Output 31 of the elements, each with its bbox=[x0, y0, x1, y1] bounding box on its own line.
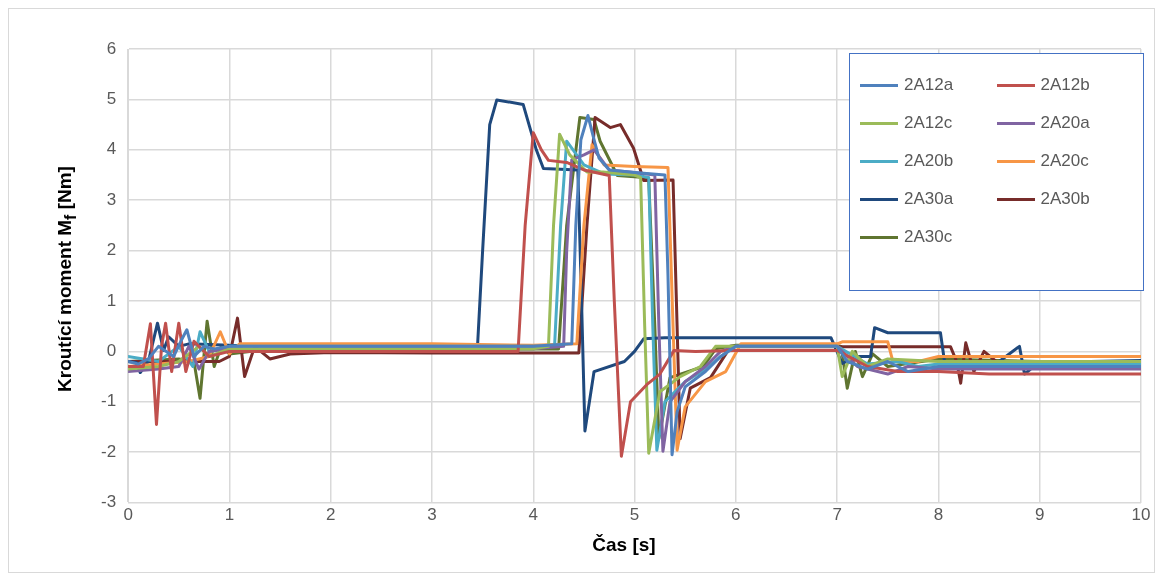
legend-label: 2A30c bbox=[904, 227, 953, 247]
y-tick-label: -3 bbox=[100, 492, 117, 512]
y-tick-label: -2 bbox=[100, 441, 117, 461]
x-tick-label: 9 bbox=[1034, 505, 1045, 525]
y-tick-label: 3 bbox=[106, 189, 117, 209]
x-tick-label: 5 bbox=[629, 505, 640, 525]
x-tick-label: 2 bbox=[325, 505, 336, 525]
x-tick-label: 10 bbox=[1131, 505, 1151, 525]
x-tick-label: 7 bbox=[832, 505, 842, 525]
y-tick-label: 4 bbox=[106, 139, 117, 159]
legend-label: 2A20b bbox=[904, 151, 954, 171]
legend-label: 2A20a bbox=[1040, 113, 1090, 133]
x-tick-label: 8 bbox=[933, 505, 944, 525]
legend-label: 2A30b bbox=[1040, 189, 1090, 209]
y-tick-label: 0 bbox=[106, 341, 117, 361]
legend-label: 2A12b bbox=[1040, 75, 1090, 95]
legend-label: 2A12a bbox=[904, 75, 954, 95]
y-tick-label: 6 bbox=[106, 38, 117, 58]
x-tick-label: 0 bbox=[123, 505, 133, 525]
x-tick-label: 6 bbox=[731, 505, 741, 525]
legend-label: 2A20c bbox=[1040, 151, 1089, 171]
y-tick-label: 1 bbox=[106, 290, 117, 310]
y-tick-label: 2 bbox=[106, 240, 117, 260]
x-axis-title: Čas [s] bbox=[591, 534, 657, 556]
y-tick-label: -1 bbox=[100, 391, 117, 411]
y-tick-label: 5 bbox=[106, 89, 117, 109]
legend-label: 2A30a bbox=[904, 189, 954, 209]
x-tick-label: 1 bbox=[224, 505, 235, 525]
x-tick-label: 3 bbox=[427, 505, 437, 525]
legend-label: 2A12c bbox=[904, 113, 953, 133]
x-tick-label: 4 bbox=[528, 505, 538, 525]
